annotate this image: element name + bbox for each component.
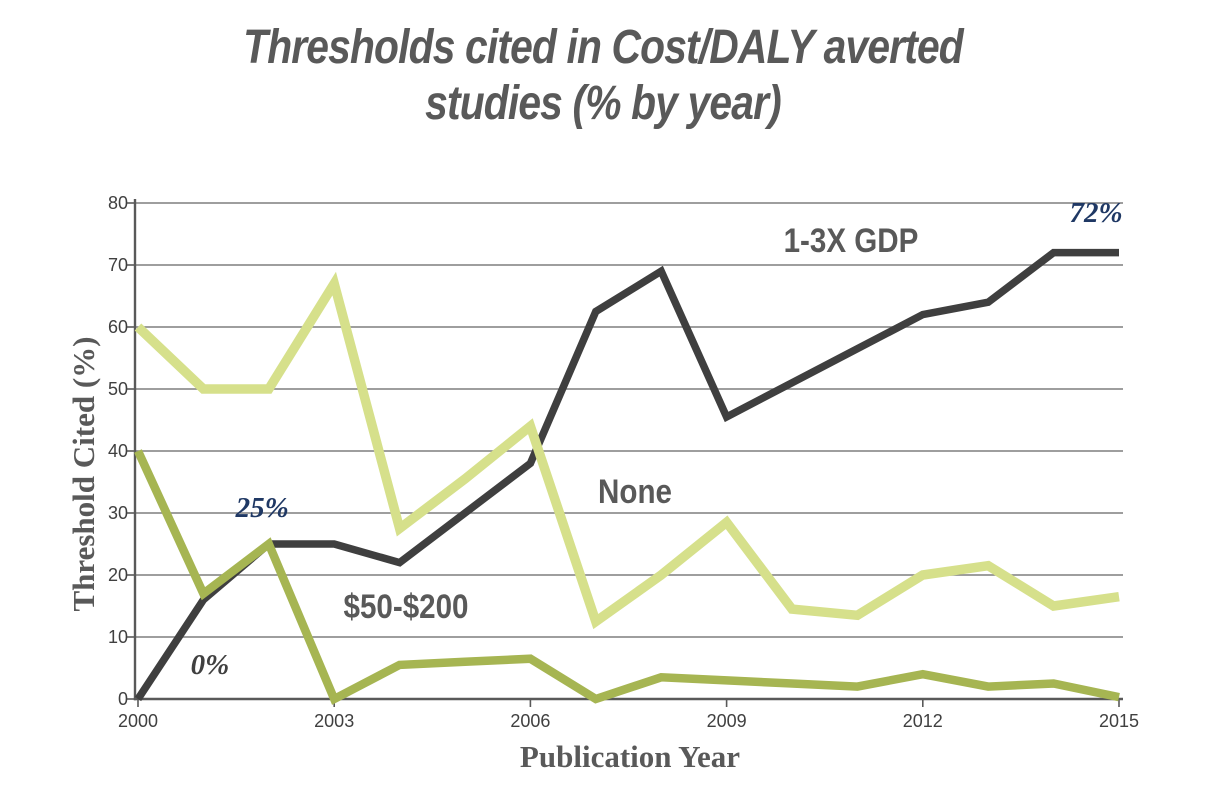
y-tick-label-10: 10	[107, 627, 128, 647]
y-tick-label-50: 50	[107, 379, 128, 399]
chart-title: Thresholds cited in Cost/DALY averted st…	[90, 20, 1115, 131]
x-tick-label-2000: 2000	[117, 711, 159, 731]
x-tick-label-2009: 2009	[706, 711, 747, 731]
y-tick-label-20: 20	[107, 565, 128, 585]
x-tick-label-2006: 2006	[510, 711, 551, 731]
x-tick-label-2012: 2012	[902, 711, 943, 731]
x-axis-title: Publication Year	[519, 739, 741, 774]
series-line-50-200	[134, 449, 1120, 705]
series-label-50-200: $50-$200	[343, 588, 469, 627]
annotation-0: 0%	[190, 648, 230, 681]
x-tick-label-2003: 2003	[314, 711, 355, 731]
series-label-1-3x-gdp: 1-3X GDP	[783, 222, 919, 261]
y-tick-label-60: 60	[107, 317, 128, 337]
x-tick-label-2015: 2015	[1098, 711, 1140, 731]
y-tick-label-0: 0	[117, 689, 128, 709]
series-label-none: None	[598, 473, 673, 512]
chart-title-line1: Thresholds cited in Cost/DALY averted	[243, 21, 964, 74]
annotation-72: 72%	[1069, 197, 1123, 230]
chart-title-line2: studies (% by year)	[425, 76, 782, 130]
y-tick-label-30: 30	[107, 503, 128, 523]
series-line-1-3x-gdp	[134, 248, 1119, 702]
y-tick-label-70: 70	[107, 255, 128, 275]
annotation-25: 25%	[235, 491, 289, 524]
y-tick-label-80: 80	[107, 193, 128, 213]
y-tick-label-40: 40	[107, 441, 128, 461]
series-line-none	[134, 271, 1120, 630]
